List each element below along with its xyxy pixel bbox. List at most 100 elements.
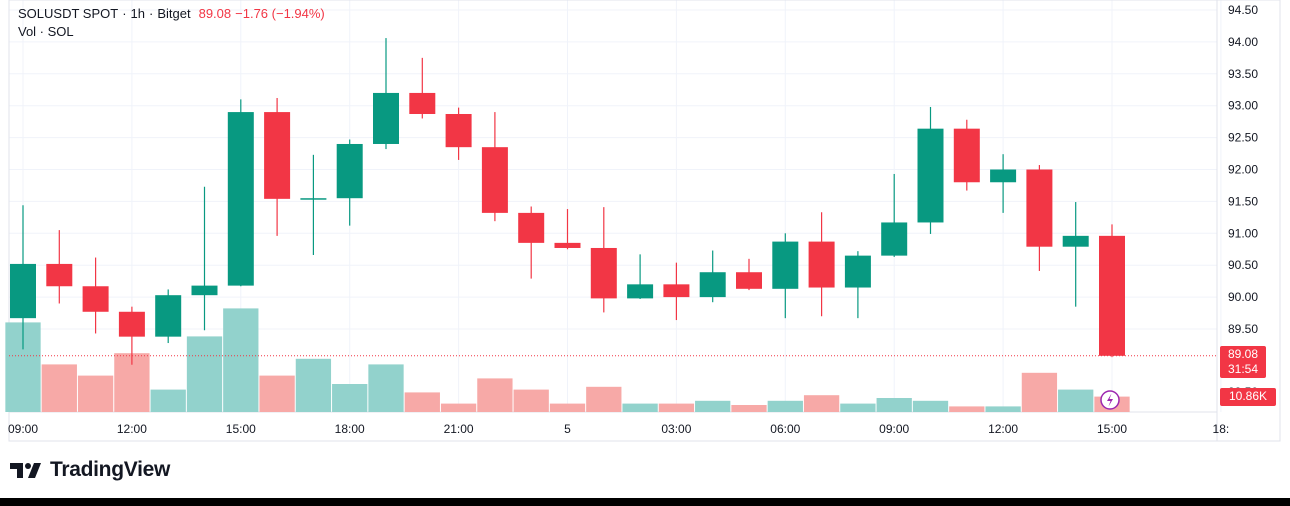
candle-body xyxy=(1062,235,1089,247)
price-tick-label: 94.00 xyxy=(1228,35,1258,49)
volume-bar xyxy=(840,403,876,412)
tradingview-logo-icon xyxy=(10,463,41,478)
candle[interactable] xyxy=(844,251,871,319)
volume-bar xyxy=(876,398,912,412)
candle[interactable] xyxy=(808,212,835,317)
candle-body xyxy=(409,92,436,114)
candle-body xyxy=(554,242,581,248)
volume-bar xyxy=(368,364,404,412)
volume-bar xyxy=(477,378,513,412)
time-tick-label: 06:00 xyxy=(770,422,800,436)
volume-bar xyxy=(985,406,1021,412)
volume-bar xyxy=(513,389,549,412)
volume-bar xyxy=(440,403,477,412)
candle[interactable] xyxy=(82,257,109,334)
volume-tag-bg xyxy=(1220,388,1276,406)
candle-body xyxy=(772,241,799,289)
volume-bar xyxy=(731,405,767,412)
candle[interactable] xyxy=(1062,202,1089,307)
candle[interactable] xyxy=(917,106,944,234)
candle[interactable] xyxy=(118,306,145,365)
candles xyxy=(10,38,1125,365)
volume-bar xyxy=(549,403,586,412)
candle[interactable] xyxy=(10,205,36,350)
time-tick-label: 15:00 xyxy=(226,422,256,436)
candle-body xyxy=(699,272,726,298)
price-tag-bg xyxy=(1220,346,1266,378)
bottom-bar xyxy=(0,498,1290,506)
candle-body xyxy=(46,263,73,287)
candle[interactable] xyxy=(373,38,399,150)
candle-body xyxy=(10,263,36,319)
candle-body xyxy=(155,295,182,337)
candle[interactable] xyxy=(227,99,254,287)
candle-body xyxy=(481,147,508,213)
time-tick-label: 18:00 xyxy=(335,422,365,436)
candle[interactable] xyxy=(953,119,980,191)
candle[interactable] xyxy=(881,173,908,257)
candle[interactable] xyxy=(699,250,726,303)
candle[interactable] xyxy=(264,98,291,236)
price-tick-label: 92.00 xyxy=(1228,163,1258,177)
brand-area[interactable]: TradingView xyxy=(10,458,170,482)
volume-label[interactable]: Vol · SOL xyxy=(18,24,74,39)
separator: · xyxy=(149,6,154,21)
candle-body xyxy=(590,247,617,299)
candle-body xyxy=(990,169,1017,183)
volume-bar xyxy=(404,392,440,412)
candle-body xyxy=(844,255,871,288)
volume-tag-value: 10.86K xyxy=(1228,389,1268,403)
volume-bar xyxy=(586,386,622,412)
candle[interactable] xyxy=(627,254,654,300)
price-tick-label: 93.50 xyxy=(1228,67,1258,81)
price-tick-label: 93.00 xyxy=(1228,99,1258,113)
candle[interactable] xyxy=(554,209,581,250)
volume-bar xyxy=(767,400,803,412)
candle[interactable] xyxy=(1099,224,1125,358)
candle-body xyxy=(227,112,254,286)
candle[interactable] xyxy=(736,258,762,291)
interval-label[interactable]: 1h xyxy=(130,6,145,21)
price-tick-label: 91.00 xyxy=(1228,226,1258,240)
candle[interactable] xyxy=(191,186,218,331)
candle[interactable] xyxy=(518,206,545,279)
candle[interactable] xyxy=(663,262,690,321)
candle[interactable] xyxy=(445,107,472,160)
separator: · xyxy=(122,6,127,21)
symbol-row: SOLUSDT SPOT · 1h · Bitget 89.08 −1.76 (… xyxy=(18,5,325,23)
volume-bar xyxy=(41,364,77,412)
time-tick-label: 09:00 xyxy=(8,422,38,436)
candle-body xyxy=(736,272,762,289)
volume-legend-row: Vol · SOL xyxy=(18,23,325,41)
candle[interactable] xyxy=(336,139,363,226)
candle[interactable] xyxy=(772,233,799,319)
candle[interactable] xyxy=(990,154,1017,213)
lightning-icon[interactable] xyxy=(1100,390,1120,410)
volume-bar xyxy=(186,336,223,412)
price-axis: 94.50 94.00 93.50 93.00 92.50 92.00 91.50 91.00… xyxy=(1228,3,1258,336)
price-tick-label: 94.50 xyxy=(1228,3,1258,17)
candle[interactable] xyxy=(46,230,73,304)
symbol-name[interactable]: SOLUSDT SPOT xyxy=(18,6,119,21)
candle-body xyxy=(300,198,327,200)
candle-body xyxy=(663,284,690,298)
candle[interactable] xyxy=(155,289,182,344)
candle[interactable] xyxy=(1026,165,1053,271)
candle[interactable] xyxy=(481,112,508,222)
price-tick-label: 90.50 xyxy=(1228,258,1258,272)
time-axis: 09:00 12:00 15:00 18:00 21:00 5 03:00 06:00 09:0… xyxy=(8,422,1229,436)
candle[interactable] xyxy=(590,207,617,313)
candle-body xyxy=(808,241,835,288)
candle[interactable] xyxy=(300,154,327,255)
time-tick-label: 21:00 xyxy=(444,422,474,436)
volume-bar xyxy=(949,406,985,412)
candle-body xyxy=(953,128,980,183)
candle[interactable] xyxy=(409,57,436,119)
time-tick-label: 03:00 xyxy=(661,422,691,436)
candle-body xyxy=(118,311,145,337)
volume-bar xyxy=(259,375,295,412)
candle-body xyxy=(373,92,399,144)
time-tick-label: 12:00 xyxy=(117,422,147,436)
